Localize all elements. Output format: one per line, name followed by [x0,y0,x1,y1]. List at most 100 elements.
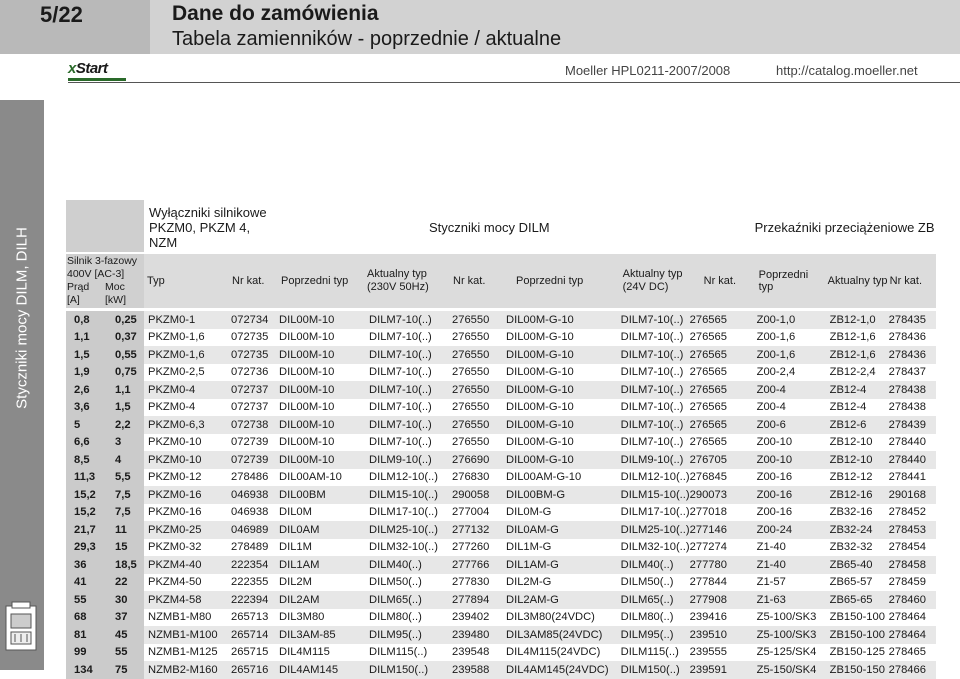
table-cell: PKZM0-1,6 [144,328,231,346]
table-cell: DIL3M80(24VDC) [504,608,609,626]
table-cell: DIL3M80 [279,608,361,626]
title-box: Dane do zamówienia Tabela zamienników - … [150,0,960,54]
table-cell: 276565 [689,433,751,451]
table-cell: 072738 [231,416,279,434]
contactor-icon [5,601,37,651]
table-cell: 276830 [452,468,504,486]
table-cell: 278436 [888,346,936,364]
table-cell: 046938 [231,486,279,504]
table-cell: 99 [66,643,107,661]
table-cell: 276565 [689,346,751,364]
table-cell: DIL2M-G [504,573,609,591]
table-cell: NZMB1-M80 [144,608,231,626]
logo-underline [68,78,126,81]
table-cell: PKZM0-10 [144,433,231,451]
header-divider [68,82,960,83]
table-cell: DILM65(..) [608,591,690,609]
table-cell: DIL00BM [279,486,361,504]
table-cell: 11,3 [66,468,107,486]
page-number: 5/22 [40,2,83,27]
table-cell: 41 [66,573,107,591]
table-cell: 29,3 [66,538,107,556]
table-cell: 276565 [689,328,751,346]
table-cell: PKZM0-1,6 [144,346,231,364]
table-cell: 6,6 [66,433,107,451]
table-cell: DIL00M-10 [279,381,361,399]
table-cell: 277766 [452,556,504,574]
table-cell: 15 [107,538,144,556]
table-cell: 276565 [689,398,751,416]
table-cell: DILM7-10(..) [361,433,452,451]
table-cell: Z00-10 [750,433,824,451]
table-cell: 072736 [231,363,279,381]
table-cell: DIL00M-10 [279,346,361,364]
table-cell: PKZM4-40 [144,556,231,574]
table-cell: DILM115(..) [608,643,690,661]
table-cell: 81 [66,626,107,644]
table-cell: DIL1AM-G [504,556,609,574]
table-cell: DIL00M-10 [279,416,361,434]
table-cell: 072739 [231,433,279,451]
page-number-box: 5/22 [0,0,150,54]
table-cell: ZB12-1,6 [823,328,889,346]
table-cell: DIL00M-G-10 [504,398,609,416]
table-row: 1,9 0,75 PKZM0-2,5 072736 DIL00M-10 DILM7-10(… [66,363,936,381]
table-cell: 278460 [888,591,936,609]
table-cell: 3,6 [66,398,107,416]
table-cell: DILM15-10(..) [361,486,452,504]
table-cell: 21,7 [66,521,107,539]
table-cell: 239416 [689,608,751,626]
table-cell: PKZM0-25 [144,521,231,539]
table-cell: DIL4M115(24VDC) [504,643,609,661]
col-prev-type-relay: Poprzedni typ [750,254,824,308]
table-cell: 239555 [689,643,751,661]
table-cell: PKZM0-6,3 [144,416,231,434]
table-cell: 5,5 [107,468,144,486]
table-cell: Z00-16 [750,503,824,521]
table-cell: ZB12-12 [823,468,889,486]
table-cell: Z1-57 [750,573,824,591]
table-cell: ZB12-1,6 [823,346,889,364]
col-power: Moc [kW] [105,281,126,306]
group-breakers: Wyłączniki silnikowe PKZM0, PKZM 4, NZM [149,204,267,250]
table-row: 41 22 PKZM4-50 222355 DIL2M DILM50(..) 277830 D… [66,573,936,591]
page-subtitle: Tabela zamienników - poprzednie / aktual… [172,28,562,50]
table-cell: PKZM0-16 [144,503,231,521]
table-cell: 278459 [888,573,936,591]
table-cell: Z00-6 [750,416,824,434]
catalog-url[interactable]: http://catalog.moeller.net [776,63,918,78]
table-cell: DIL2AM-G [504,591,609,609]
table-cell: DIL00M-10 [279,433,361,451]
table-cell: DIL00AM-10 [279,468,361,486]
table-cell: PKZM0-4 [144,381,231,399]
table-row: 1,5 0,55 PKZM0-1,6 072735 DIL00M-10 DILM7-10(… [66,346,936,364]
table-cell: DIL2AM [279,591,361,609]
table-cell: ZB12-2,4 [823,363,889,381]
table-cell: DIL00BM-G [504,486,609,504]
table-cell: 0,37 [107,328,144,346]
table-cell: DILM40(..) [608,556,690,574]
col-cat-1: Nr kat. [231,254,279,308]
table-cell: 278435 [888,311,936,329]
table-cell: 45 [107,626,144,644]
table-cell: DILM25-10(..) [361,521,452,539]
table-cell: ZB12-4 [823,381,889,399]
table-cell: ZB12-10 [823,451,889,469]
table-cell: 22 [107,573,144,591]
col-prev-type-dc: Poprzedni typ [504,254,609,308]
table-cell: 046989 [231,521,279,539]
table-cell: 55 [107,643,144,661]
table-cell: ZB12-4 [823,398,889,416]
table-cell: DIL00M-G-10 [504,346,609,364]
table-cell: Z00-1,6 [750,346,824,364]
table-cell: 222354 [231,556,279,574]
table-row: 6,6 3 PKZM0-10 072739 DIL00M-10 DILM7-10(..) 2… [66,433,936,451]
table-cell: DILM32-10(..) [361,538,452,556]
table-cell: 276550 [452,416,504,434]
table-cell: 3 [107,433,144,451]
table-cell: DIL00M-G-10 [504,433,609,451]
table-cell: DIL0M [279,503,361,521]
table-cell: NZMB1-M125 [144,643,231,661]
table-cell: 2,6 [66,381,107,399]
table-cell: ZB32-24 [823,521,889,539]
